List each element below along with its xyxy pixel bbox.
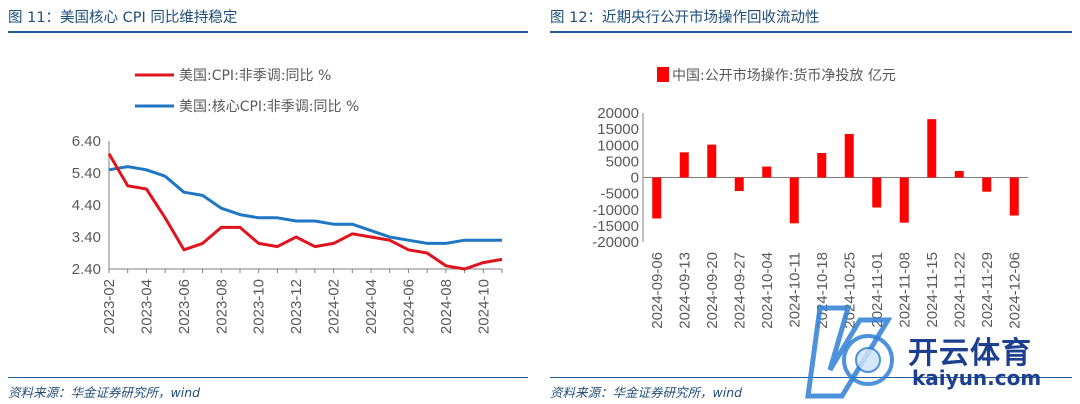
omo-bar-chart: 20000150001000050000-5000-10000-15000-20… — [592, 67, 1028, 329]
legend-label: 美国:核心CPI:非季调:同比 % — [179, 99, 359, 115]
x-tick-label: 2023-10 — [251, 279, 268, 334]
y-tick-label: 15000 — [597, 121, 639, 138]
x-tick-label: 2023-08 — [213, 279, 230, 334]
y-tick-label: 5000 — [606, 153, 639, 170]
x-tick-label: 2024-08 — [438, 279, 455, 334]
y-tick-label: -20000 — [592, 234, 639, 251]
legend-label: 中国:公开市场操作:货币净投放 亿元 — [672, 67, 896, 84]
x-tick-label: 2024-10-18 — [814, 252, 831, 329]
x-tick-label: 2024-10-25 — [841, 252, 858, 329]
bar — [707, 144, 717, 178]
x-tick-label: 2024-09-20 — [704, 252, 721, 329]
bar — [789, 177, 799, 224]
left-source-rule — [8, 377, 528, 379]
y-tick-label: 0 — [631, 170, 639, 187]
x-tick-label: 2024-11-08 — [896, 252, 913, 328]
legend-label: 美国:CPI:非季调:同比 % — [179, 68, 331, 84]
y-tick-label: 20000 — [597, 105, 639, 122]
x-tick-label: 2024-12-06 — [1006, 252, 1023, 329]
y-tick-label: 2.40 — [72, 261, 101, 278]
bar — [817, 152, 827, 178]
bar — [982, 177, 992, 192]
x-tick-label: 2023-12 — [288, 279, 305, 334]
x-tick-label: 2024-10-11 — [786, 252, 803, 328]
right-source-rule — [550, 377, 1072, 379]
bar — [652, 177, 662, 219]
bar — [1009, 177, 1019, 216]
series-line — [107, 153, 503, 271]
x-tick-label: 2023-06 — [176, 279, 193, 334]
y-tick-label: -10000 — [592, 202, 639, 219]
x-tick-label: 2023-04 — [138, 279, 155, 334]
x-tick-label: 2024-11-15 — [924, 252, 941, 328]
bar — [899, 177, 909, 223]
left-title-rule — [8, 31, 528, 33]
x-tick-label: 2023-02 — [101, 279, 118, 334]
right-panel-source: 资料来源：华金证券研究所，wind — [550, 385, 743, 400]
x-tick-label: 2024-04 — [363, 279, 380, 334]
series-line — [108, 165, 502, 245]
legend-swatch — [657, 67, 669, 82]
y-tick-label: -15000 — [592, 218, 639, 235]
x-tick-label: 2024-11-29 — [979, 252, 996, 328]
bar — [927, 119, 937, 178]
left-panel-title: 图 11：美国核心 CPI 同比维持稳定 — [8, 10, 238, 26]
x-tick-label: 2024-09-13 — [676, 252, 693, 329]
x-tick-label: 2024-06 — [400, 279, 417, 334]
y-tick-label: 3.40 — [72, 229, 101, 246]
x-tick-label: 2024-11-22 — [951, 252, 968, 328]
bar — [872, 177, 882, 208]
bar — [679, 152, 689, 178]
right-title-rule — [550, 31, 1072, 33]
left-panel-source: 资料来源：华金证券研究所，wind — [8, 385, 201, 400]
y-tick-label: 4.40 — [72, 197, 101, 214]
right-panel-title: 图 12：近期央行公开市场操作回收流动性 — [550, 10, 820, 26]
x-tick-label: 2024-11-01 — [869, 252, 886, 328]
left-panel: 图 11：美国核心 CPI 同比维持稳定 6.40 5.40 4.40 3.40 2.4… — [8, 0, 528, 404]
bar — [954, 171, 964, 178]
bar — [844, 133, 854, 178]
bar — [762, 166, 772, 178]
x-tick-label: 2024-02 — [326, 279, 343, 334]
y-tick-label: -5000 — [601, 186, 639, 203]
y-tick-label: 5.40 — [72, 165, 101, 182]
x-tick-label: 2024-10 — [475, 279, 492, 334]
bar — [734, 177, 744, 192]
right-panel: 图 12：近期央行公开市场操作回收流动性 20000 15000 10000 5000… — [550, 0, 1072, 404]
y-tick-label: 6.40 — [72, 133, 101, 150]
x-tick-label: 2024-09-06 — [649, 252, 666, 329]
x-tick-label: 2024-09-27 — [731, 252, 748, 329]
y-tick-label: 10000 — [597, 137, 639, 154]
x-tick-label: 2024-10-04 — [759, 252, 776, 329]
